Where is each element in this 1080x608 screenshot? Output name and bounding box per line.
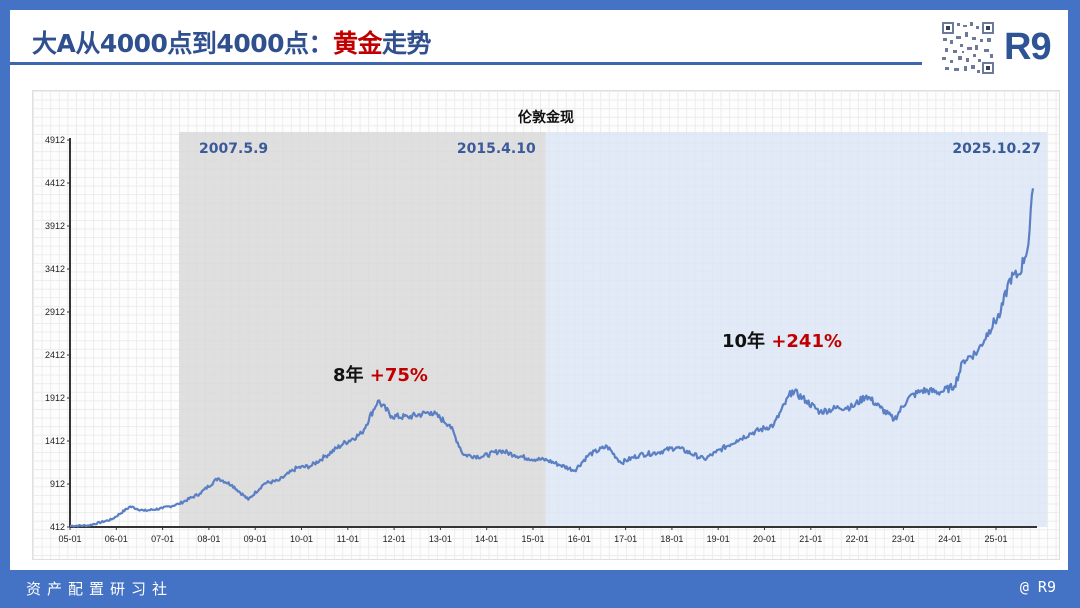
x-tick-label: 21-01 xyxy=(799,534,822,544)
x-tick-label: 23-01 xyxy=(892,534,915,544)
x-tick-label: 15-01 xyxy=(521,534,544,544)
y-tick-label: 912 xyxy=(50,479,65,489)
title-part-1: 大A从4000点到4000点： xyxy=(32,29,334,58)
chart-title: 伦敦金现 xyxy=(518,110,574,126)
date-label-mid: 2015.4.10 xyxy=(457,141,536,157)
x-tick-label: 08-01 xyxy=(197,534,220,544)
x-tick-label: 20-01 xyxy=(753,534,776,544)
slide: 大A从4000点到4000点：黄金走势 R9 伦敦金现 412 912 1412 19… xyxy=(10,10,1068,570)
footer-handle: @ R9 xyxy=(1019,578,1056,596)
x-tick-label: 19-01 xyxy=(707,534,730,544)
x-tick-label: 24-01 xyxy=(938,534,961,544)
shaded-period-1 xyxy=(179,132,546,527)
shaded-period-2 xyxy=(545,132,1047,527)
title-divider xyxy=(10,62,922,65)
y-tick-label: 4412 xyxy=(45,178,65,188)
x-tick-label: 25-01 xyxy=(984,534,1007,544)
x-tick-label: 16-01 xyxy=(568,534,591,544)
footer-organization: 资产配置研习社 xyxy=(26,580,174,598)
x-tick-label: 06-01 xyxy=(105,534,128,544)
y-tick-label: 3912 xyxy=(45,221,65,231)
y-tick-label: 4912 xyxy=(45,135,65,145)
x-tick-label: 09-01 xyxy=(244,534,267,544)
date-label-end: 2025.10.27 xyxy=(952,141,1041,157)
y-tick-label: 1912 xyxy=(45,393,65,403)
x-tick-label: 17-01 xyxy=(614,534,637,544)
x-tick-label: 12-01 xyxy=(383,534,406,544)
gold-price-line xyxy=(70,188,1035,528)
y-tick-label: 1412 xyxy=(45,436,65,446)
x-tick-label: 18-01 xyxy=(660,534,683,544)
period-annotation-1: 8年 +75% xyxy=(333,364,428,386)
brand-logo: R9 xyxy=(1004,26,1052,68)
date-label-start: 2007.5.9 xyxy=(199,141,268,157)
page-title: 大A从4000点到4000点：黄金走势 xyxy=(32,24,432,60)
gold-price-line-chart: 412 912 1412 1912 2412 2912 3412 3912 4412 4912 05… xyxy=(45,132,1047,544)
period-annotation-2: 10年 +241% xyxy=(722,330,842,352)
title-highlight: 黄金 xyxy=(333,29,383,58)
x-tick-label: 05-01 xyxy=(58,534,81,544)
y-tick-label: 3412 xyxy=(45,264,65,274)
x-tick-label: 22-01 xyxy=(846,534,869,544)
x-tick-label: 14-01 xyxy=(475,534,498,544)
x-tick-label: 11-01 xyxy=(337,534,359,544)
y-tick-label: 412 xyxy=(50,522,65,532)
y-tick-label: 2912 xyxy=(45,307,65,317)
title-part-2: 走势 xyxy=(382,29,432,58)
x-tick-label: 10-01 xyxy=(290,534,313,544)
y-tick-label: 2412 xyxy=(45,350,65,360)
qr-code-icon xyxy=(940,20,996,76)
x-tick-label: 13-01 xyxy=(429,534,452,544)
chart-container: 伦敦金现 412 912 1412 1912 2412 2912 3412 3912 4412 4… xyxy=(32,90,1060,560)
x-tick-label: 07-01 xyxy=(151,534,174,544)
